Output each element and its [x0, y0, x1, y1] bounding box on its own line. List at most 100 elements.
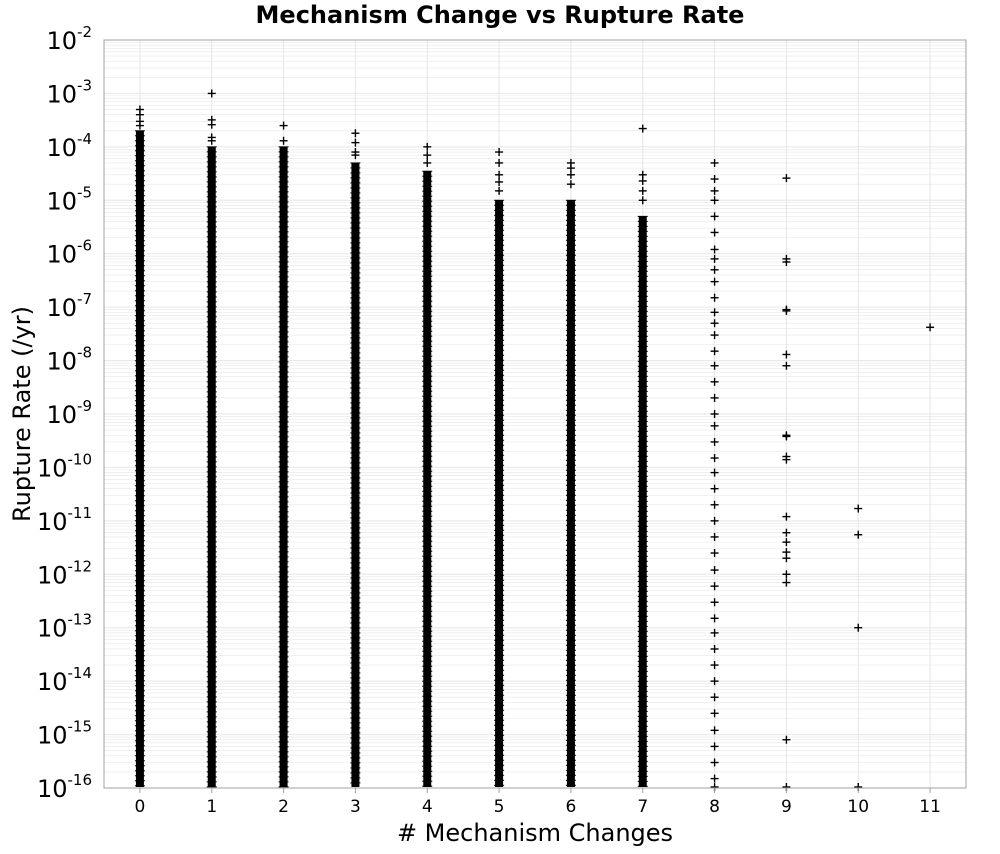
data-point [710, 644, 719, 653]
data-point [710, 410, 719, 418]
data-point [710, 196, 719, 205]
data-point [710, 742, 719, 751]
y-tick-exponent: -3 [77, 76, 92, 94]
data-point [782, 554, 791, 563]
y-tick-exponent: -12 [68, 557, 93, 575]
x-tick-label: 10 [847, 797, 869, 817]
y-tick-base: 10 [37, 561, 68, 589]
data-point [710, 421, 719, 430]
y-tick-base: 10 [37, 668, 68, 696]
y-tick-exponent: -13 [68, 611, 93, 629]
data-point [710, 186, 719, 195]
y-tick-label: 10-5 [46, 183, 92, 215]
x-tick-label: 5 [494, 797, 505, 817]
data-point [710, 308, 719, 317]
data-point [638, 186, 647, 195]
y-tick-base: 10 [46, 187, 77, 215]
data-point [207, 89, 216, 98]
data-point [710, 774, 719, 783]
y-axis-label: Rupture Rate (/yr) [8, 306, 36, 522]
y-tick-base: 10 [46, 241, 77, 269]
data-point [710, 549, 719, 558]
data-point [782, 570, 791, 579]
data-point [710, 331, 719, 340]
data-point [710, 437, 719, 446]
x-tick-label: 9 [781, 797, 792, 817]
data-point [782, 735, 791, 744]
data-column-3 [351, 162, 360, 788]
data-point [495, 170, 504, 179]
data-column-4 [423, 171, 432, 788]
data-point [495, 158, 504, 167]
data-point [495, 148, 504, 157]
y-tick-label: 10-11 [37, 504, 92, 536]
y-tick-exponent: -10 [68, 450, 93, 468]
data-point [782, 512, 791, 521]
y-tick-exponent: -6 [77, 237, 92, 255]
data-point [782, 361, 791, 370]
data-point [710, 319, 719, 328]
data-point [710, 726, 719, 735]
y-tick-exponent: -15 [68, 718, 93, 736]
y-tick-exponent: -4 [77, 130, 92, 148]
data-point [710, 566, 719, 575]
chart-title: Mechanism Change vs Rupture Rate [256, 1, 745, 29]
grid [104, 40, 966, 789]
data-point [135, 110, 144, 119]
data-point [495, 177, 504, 186]
y-tick-exponent: -11 [68, 504, 93, 522]
data-point [351, 129, 360, 138]
data-point [854, 623, 863, 632]
data-point [782, 528, 791, 537]
data-point [710, 532, 719, 541]
x-tick-label: 6 [566, 797, 577, 817]
data-point [495, 186, 504, 195]
y-tick-label: 10-9 [46, 397, 92, 429]
data-point [351, 151, 360, 160]
data-column-0 [135, 130, 144, 787]
y-tick-exponent: -2 [77, 23, 92, 41]
data-point [710, 175, 719, 184]
data-column-5 [495, 200, 504, 788]
data-point [710, 265, 719, 274]
y-tick-exponent: -14 [68, 664, 93, 682]
data-point [423, 151, 432, 160]
y-tick-base: 10 [46, 348, 77, 376]
x-tick-label: 3 [350, 797, 361, 817]
y-tick-exponent: -5 [77, 183, 92, 201]
y-tick-base: 10 [46, 401, 77, 429]
y-tick-label: 10-8 [46, 344, 92, 376]
data-point [710, 614, 719, 623]
data-point [854, 530, 863, 539]
data-point [566, 180, 575, 189]
y-tick-label: 10-15 [37, 718, 92, 750]
data-point [279, 121, 288, 130]
plot-frame [103, 39, 967, 789]
y-tick-base: 10 [37, 454, 68, 482]
data-point [566, 170, 575, 179]
data-point [566, 164, 575, 173]
data-point [710, 254, 719, 263]
data-point [710, 500, 719, 509]
data-point [782, 257, 791, 266]
y-tick-base: 10 [46, 80, 77, 108]
data-point [710, 758, 719, 767]
y-tick-base: 10 [46, 134, 77, 162]
x-tick-label: 7 [637, 797, 648, 817]
data-point [710, 293, 719, 302]
data-point [710, 393, 719, 402]
data-point [710, 709, 719, 718]
data-column-6 [566, 200, 575, 788]
data-point [710, 693, 719, 702]
y-axis-ticks: 10-1610-1510-1410-1310-1210-1110-1010-91… [37, 23, 92, 803]
data-point [710, 628, 719, 637]
data-point [710, 361, 719, 370]
y-tick-base: 10 [37, 775, 68, 803]
x-tick-label: 2 [278, 797, 289, 817]
data-point [207, 136, 216, 145]
y-tick-base: 10 [37, 722, 68, 750]
x-axis-label: # Mechanism Changes [397, 819, 673, 847]
data-point [351, 138, 360, 147]
